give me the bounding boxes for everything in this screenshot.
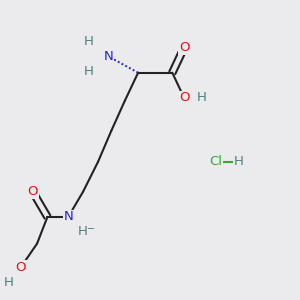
Text: −: − — [86, 224, 94, 234]
Text: H: H — [78, 225, 88, 238]
Text: H: H — [84, 35, 94, 48]
Text: N: N — [103, 50, 113, 63]
Text: O: O — [179, 41, 189, 54]
Text: O: O — [179, 92, 189, 104]
Text: H: H — [4, 276, 14, 289]
Text: H: H — [84, 65, 94, 78]
Text: O: O — [16, 261, 26, 274]
Text: Cl: Cl — [209, 155, 222, 168]
Text: O: O — [27, 185, 38, 198]
Text: H: H — [197, 92, 207, 104]
Text: H: H — [234, 155, 244, 168]
Text: N: N — [63, 210, 73, 224]
